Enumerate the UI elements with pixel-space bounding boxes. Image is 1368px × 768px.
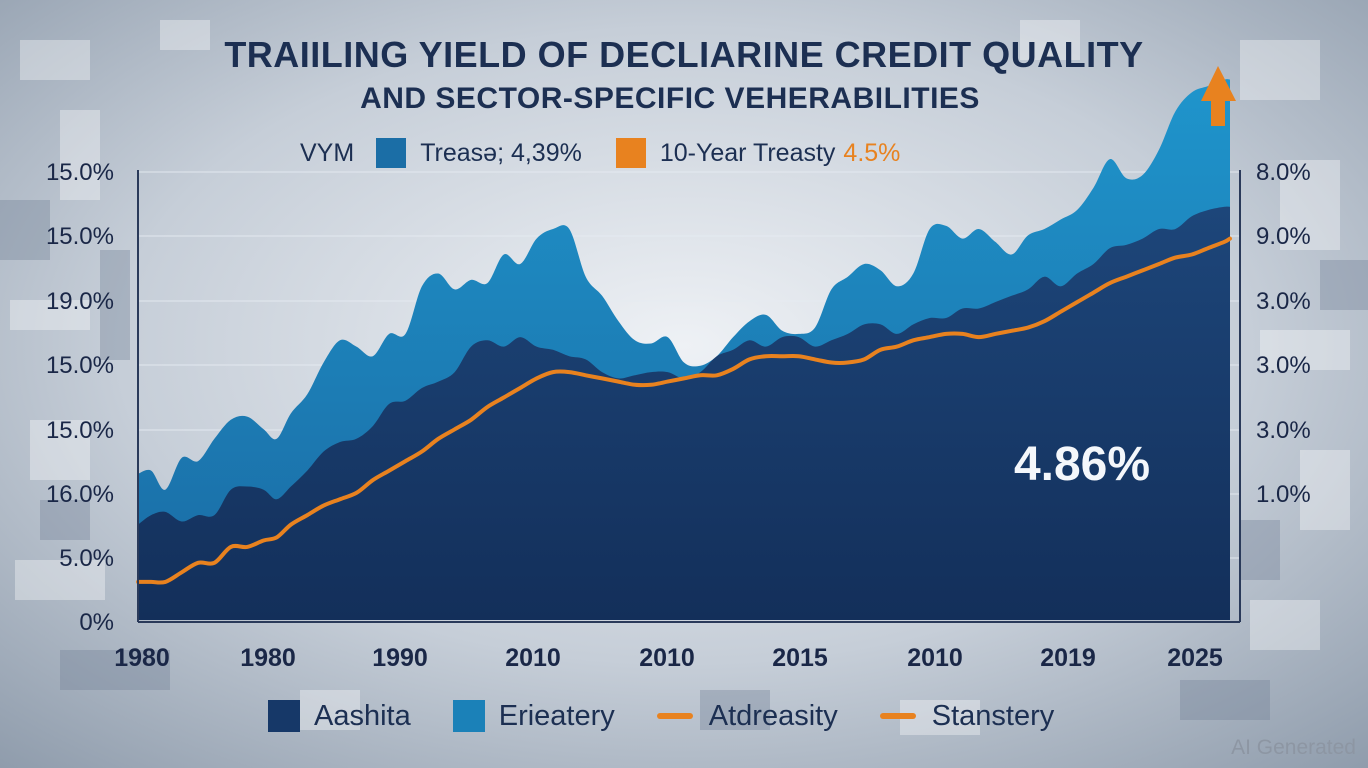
y-left-tick-label: 15.0%: [46, 352, 114, 379]
legend-line-stanstery: [879, 713, 916, 719]
legend-10-year-label: 10-Year Treasty: [659, 138, 836, 167]
legend-10-year-value: 4.5%: [843, 138, 901, 167]
y-right-tick-label: 3.0%: [1256, 352, 1311, 379]
x-tick-label: 2010: [907, 644, 963, 672]
y-right-tick-label: 1.0%: [1256, 481, 1311, 508]
y-right-tick-label: 9.0%: [1256, 223, 1311, 250]
legend-label-atdreasity: Atdreasity: [708, 699, 838, 732]
y-left-tick-label: 15.0%: [46, 417, 114, 444]
chart-title-line-1: TRAIILING YIELD OF DECLIARINE CREDIT QUA…: [224, 34, 1144, 75]
legend-swatch-10-year: [615, 138, 646, 168]
y-left-tick-label: 5.0%: [59, 545, 114, 572]
legend-swatch-erieatery: [452, 700, 485, 732]
x-tick-label: 2010: [639, 644, 695, 672]
x-tick-label: 2019: [1040, 644, 1096, 672]
y-left-tick-label: 15.0%: [46, 159, 114, 186]
y-left-tick-label: 15.0%: [46, 223, 114, 250]
x-tick-label: 1990: [372, 644, 428, 672]
bottom-legend: Aashita Erieatery Atdreasity Stanstery: [268, 698, 1096, 734]
legend-vym-label: VYM: [300, 138, 355, 167]
yield-callout: 4.86%: [1014, 438, 1150, 491]
y-right-tick-label: 3.0%: [1256, 288, 1311, 315]
legend-label-stanstery: Stanstery: [931, 699, 1055, 732]
y-right-tick-label: 8.0%: [1256, 159, 1311, 186]
legend-label-erieatery: Erieatery: [498, 699, 615, 732]
legend-swatch-treasury: [376, 138, 407, 168]
y-left-tick-label: 16.0%: [46, 481, 114, 508]
trend-arrow-icon: [1201, 66, 1236, 126]
legend-swatch-aashita: [268, 700, 300, 732]
legend-label-aashita: Aashita: [314, 699, 411, 732]
top-legend: VYM Treasə; 4,39% 10-Year Treasty 4.5%: [300, 136, 900, 170]
x-tick-label: 1980: [114, 644, 170, 672]
legend-treasury-label: Treasə; 4,39%: [420, 138, 582, 167]
y-left-tick-label: 0%: [79, 609, 114, 636]
x-tick-label: 2015: [772, 644, 828, 672]
area-series-aashita: [138, 206, 1230, 621]
x-tick-label: 2025: [1167, 644, 1223, 672]
legend-item-atdreasity: Atdreasity: [656, 699, 838, 733]
legend-item-aashita: Aashita: [268, 700, 411, 733]
x-axis-labels: 1980 1980 1990 2010 2010 2015 2010 2019 2025: [114, 644, 1223, 672]
y-axis-left-labels: 15.0% 15.0% 19.0% 15.0% 15.0% 16.0% 5.0% 0%: [46, 159, 114, 636]
y-right-tick-label: 3.0%: [1256, 417, 1311, 444]
y-axis-right-labels: 8.0% 9.0% 3.0% 3.0% 3.0% 1.0%: [1256, 159, 1311, 508]
ai-generated-watermark: AI Generated: [1231, 736, 1356, 759]
legend-item-stanstery: Stanstery: [879, 699, 1055, 733]
legend-line-atdreasity: [656, 713, 693, 719]
x-tick-label: 2010: [505, 644, 561, 672]
x-tick-label: 1980: [240, 644, 296, 672]
legend-item-erieatery: Erieatery: [452, 699, 615, 733]
line-series-stanstery: [136, 236, 1232, 585]
y-left-tick-label: 19.0%: [46, 288, 114, 315]
chart-title-line-2: AND SECTOR-SPECIFIC VEHERABILITIES: [360, 82, 980, 115]
